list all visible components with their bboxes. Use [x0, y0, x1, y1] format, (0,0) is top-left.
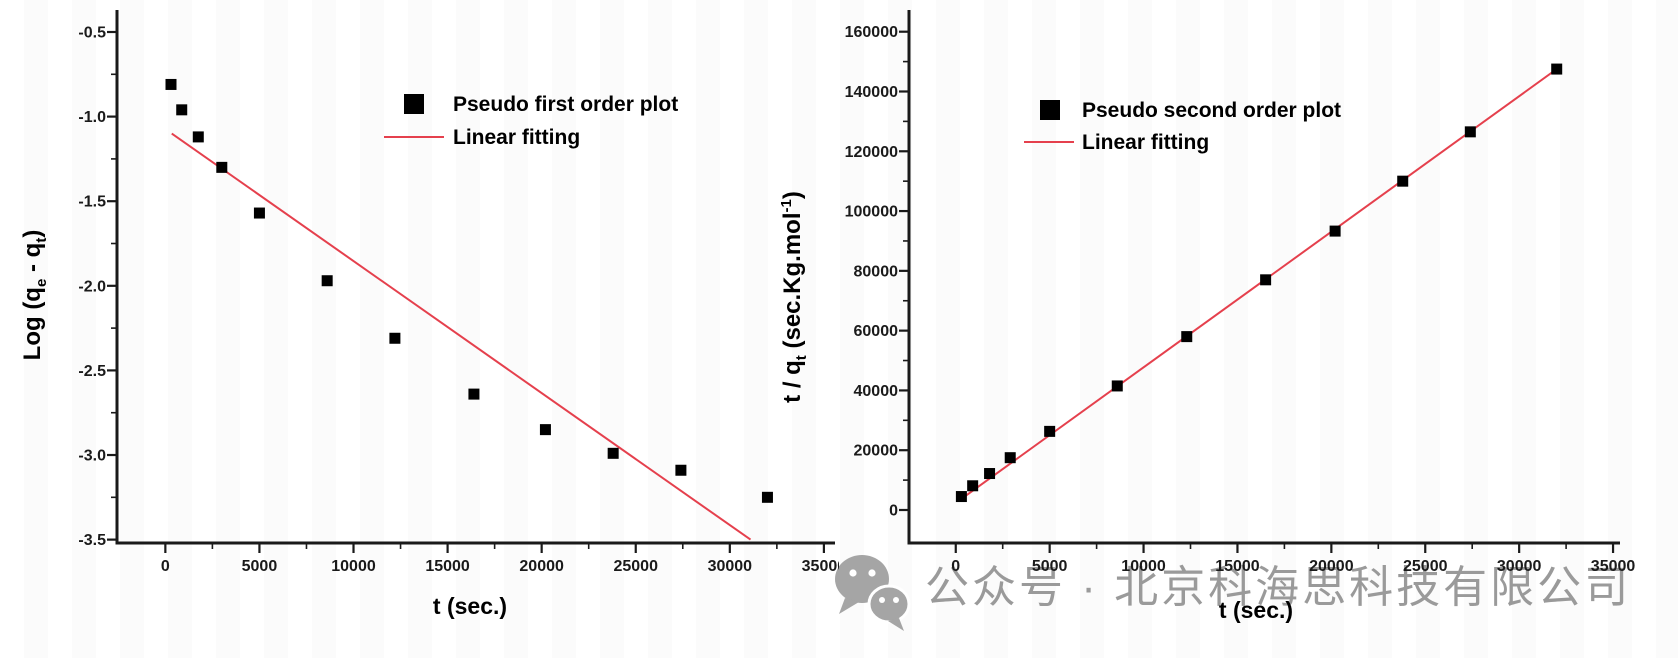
y-tick-label: 120000: [845, 144, 898, 161]
x-tick-label: 30000: [1497, 558, 1542, 575]
x-tick-label: 15000: [425, 558, 470, 575]
data-point-marker: [1181, 331, 1193, 343]
legend-marker-square: [1040, 100, 1060, 120]
linear-fit-line: [171, 132, 752, 541]
data-points: [165, 78, 773, 503]
wechat-icon: [835, 555, 911, 631]
y-tick-label: 140000: [845, 84, 898, 101]
x-tick-label: 35000: [1591, 558, 1636, 575]
data-point-marker: [192, 131, 204, 143]
legend-label-fit: Linear fitting: [1082, 131, 1209, 154]
data-point-marker: [1329, 225, 1341, 237]
data-points: [955, 63, 1563, 503]
data-point-marker: [1044, 425, 1056, 437]
y-tick-label: 100000: [845, 204, 898, 221]
x-tick-label: 10000: [331, 558, 376, 575]
data-point-marker: [1004, 452, 1016, 464]
x-tick-label: 10000: [1121, 558, 1166, 575]
data-point-marker: [176, 104, 188, 116]
legend-label-fit: Linear fitting: [453, 126, 580, 149]
chart-pseudo-first-order: 0 5000 10000 15000 20000 25000 30000 35000 -0.5 -…: [19, 10, 839, 619]
chart-pseudo-second-order: 0 5000 10000 15000 20000 25000 30000 35000 0 2000…: [778, 10, 1636, 623]
x-tick-label: 25000: [613, 558, 658, 575]
x-tick-label: 0: [161, 558, 170, 575]
legend: Pseudo first order plot Linear fitting: [384, 93, 678, 149]
data-point-marker: [761, 491, 773, 503]
y-tick-label: -1.0: [78, 109, 106, 126]
data-point-marker: [216, 161, 228, 173]
x-tick-label: 5000: [242, 558, 278, 575]
y-tick-label: 0: [889, 502, 898, 519]
x-tick-label: 0: [951, 558, 960, 575]
watermark: 公众号 · 北京科海思科技有限公司: [831, 548, 1631, 634]
x-axis-title: t (sec.): [1219, 597, 1293, 623]
x-tick-label: 20000: [519, 558, 564, 575]
legend: Pseudo second order plot Linear fitting: [1024, 99, 1341, 154]
x-tick-label: 5000: [1032, 558, 1068, 575]
linear-fit-line: [959, 68, 1558, 501]
x-tick-label: 25000: [1403, 558, 1448, 575]
data-point-marker: [468, 388, 480, 400]
data-point-marker: [539, 424, 551, 436]
data-point-marker: [1397, 175, 1409, 187]
data-point-marker: [1551, 63, 1563, 75]
y-tick-label: 20000: [854, 443, 899, 460]
data-point-marker: [253, 207, 265, 219]
y-axis-title: t / qt​ (sec.Kg.mol-1​): [778, 191, 810, 403]
data-point-marker: [675, 464, 687, 476]
data-point-marker: [984, 468, 996, 480]
data-point-marker: [321, 275, 333, 287]
legend-label-series: Pseudo first order plot: [453, 93, 678, 116]
y-tick-label: -3.0: [78, 448, 106, 465]
y-tick-label: 40000: [854, 383, 899, 400]
y-tick-label: -3.5: [78, 532, 106, 549]
y-tick-label: -0.5: [78, 24, 106, 41]
x-tick-label: 20000: [1309, 558, 1354, 575]
y-tick-label: 80000: [854, 263, 899, 280]
x-axis-title: t (sec.): [433, 593, 507, 619]
y-tick-label: 160000: [845, 24, 898, 41]
data-point-marker: [967, 480, 979, 492]
x-tick-label: 15000: [1215, 558, 1260, 575]
legend-label-series: Pseudo second order plot: [1082, 99, 1341, 122]
data-point-marker: [1464, 126, 1476, 138]
y-tick-label: -2.5: [78, 363, 106, 380]
y-tick-label: -2.0: [78, 278, 106, 295]
data-point-marker: [955, 491, 967, 503]
legend-marker-square: [404, 94, 424, 114]
y-axis-title: Log (qe​ - qt​): [19, 230, 50, 361]
axes: 0 5000 10000 15000 20000 25000 30000 35000 -0.5 -…: [78, 10, 839, 575]
data-point-marker: [389, 332, 401, 344]
data-point-marker: [607, 447, 619, 459]
x-tick-label: 35000: [802, 558, 839, 575]
data-point-marker: [1111, 380, 1123, 392]
y-tick-label: -1.5: [78, 194, 106, 211]
watermark-text: 公众号 · 北京科海思科技有限公司: [925, 563, 1632, 612]
y-tick-label: 60000: [854, 323, 899, 340]
data-point-marker: [1260, 274, 1272, 286]
axes: 0 5000 10000 15000 20000 25000 30000 35000 0 2000…: [845, 10, 1636, 575]
x-tick-label: 30000: [708, 558, 753, 575]
data-point-marker: [165, 78, 177, 90]
